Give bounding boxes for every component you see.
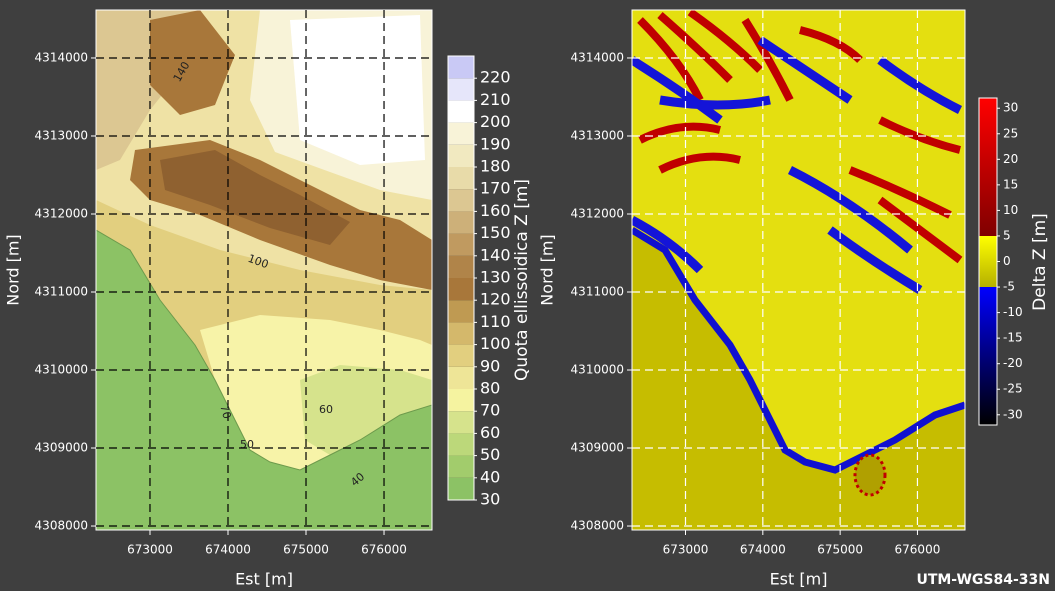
- colorbar-tick-label: 220: [480, 68, 511, 87]
- colorbar-tick-label: -25: [1003, 382, 1023, 396]
- y-tick-label: 4310000: [35, 363, 88, 377]
- colorbar-band: [448, 477, 474, 500]
- colorbar-band: [448, 122, 474, 145]
- x-axis-label: Est [m]: [235, 570, 293, 589]
- colorbar-tick-label: 60: [480, 423, 500, 442]
- colorbar-tick-label: 200: [480, 112, 511, 131]
- colorbar-tick-label: 150: [480, 223, 511, 242]
- contour-label: 60: [319, 403, 333, 416]
- colorbar-tick-label: 10: [1003, 203, 1018, 217]
- footer: UTM-WGS84-33N: [916, 572, 1050, 588]
- colorbar-tick-label: -20: [1003, 356, 1023, 370]
- x-tick-label: 674000: [205, 543, 251, 557]
- colorbar-band: [448, 211, 474, 234]
- colorbar-band: [448, 56, 474, 79]
- y-tick-label: 4308000: [35, 519, 88, 533]
- colorbar-tick-label: 50: [480, 445, 500, 464]
- y-axis-label: Nord [m]: [4, 234, 23, 305]
- x-axis-label: Est [m]: [770, 570, 828, 589]
- colorbar-band: [448, 233, 474, 256]
- contour-label: 70: [217, 403, 233, 420]
- x-tick-label: 673000: [127, 543, 173, 557]
- colorbar-tick-label: 180: [480, 157, 511, 176]
- y-tick-label: 4313000: [35, 128, 88, 142]
- plot-frame: [95, 9, 433, 531]
- delta-map: [632, 10, 965, 530]
- colorbar-band: [448, 389, 474, 412]
- y-axis-label: Nord [m]: [538, 234, 557, 305]
- colorbar-tick-label: 20: [1003, 152, 1018, 166]
- x-tick-label: 674000: [740, 543, 786, 557]
- plot-frame: [631, 9, 966, 531]
- colorbar-label: Quota ellissoidica Z [m]: [512, 179, 532, 381]
- y-tick-label: 4311000: [35, 284, 88, 298]
- colorbar-band: [448, 322, 474, 345]
- colorbar-tick-label: -10: [1003, 305, 1023, 319]
- x-tick-label: 676000: [361, 543, 407, 557]
- colorbar-tick-label: 100: [480, 334, 511, 353]
- colorbar-band: [448, 411, 474, 434]
- x-tick-label: 675000: [283, 543, 329, 557]
- colorbar-band: [448, 167, 474, 190]
- colorbar-tick-label: 190: [480, 134, 511, 153]
- y-tick-label: 4313000: [571, 128, 624, 142]
- colorbar-tick-label: 40: [480, 467, 500, 486]
- colorbar-band: [448, 433, 474, 456]
- colorbar-band: [448, 255, 474, 278]
- y-tick-label: 4309000: [35, 441, 88, 455]
- colorbar-tick-label: 80: [480, 379, 500, 398]
- colorbar-tick-label: 120: [480, 290, 511, 309]
- contour-label: 50: [240, 438, 254, 451]
- colorbar-tick-label: 5: [1003, 228, 1011, 242]
- colorbar-band: [448, 300, 474, 323]
- x-tick-label: 673000: [663, 543, 709, 557]
- colorbar: [979, 98, 997, 425]
- colorbar-label: Delta Z [m]: [1030, 213, 1050, 311]
- colorbar-tick-label: 130: [480, 268, 511, 287]
- colorbar-tick-label: 140: [480, 245, 511, 264]
- y-tick-label: 4312000: [35, 206, 88, 220]
- x-tick-label: 676000: [895, 543, 941, 557]
- colorbar-tick-label: 110: [480, 312, 511, 331]
- y-tick-label: 4308000: [571, 519, 624, 533]
- colorbar-tick-label: 30: [1003, 101, 1018, 115]
- colorbar-tick-label: 170: [480, 179, 511, 198]
- colorbar-tick-label: 160: [480, 201, 511, 220]
- x-tick-label: 675000: [817, 543, 863, 557]
- colorbar-band: [448, 455, 474, 478]
- y-tick-label: 4310000: [571, 363, 624, 377]
- y-tick-label: 4314000: [35, 50, 88, 64]
- colorbar-tick-label: 90: [480, 356, 500, 375]
- colorbar-tick-label: 15: [1003, 177, 1018, 191]
- colorbar-band: [448, 278, 474, 301]
- colorbar-band: [448, 366, 474, 389]
- colorbar-band: [448, 344, 474, 367]
- colorbar-band: [448, 78, 474, 101]
- colorbar-tick-label: -30: [1003, 407, 1023, 421]
- y-tick-label: 4309000: [571, 441, 624, 455]
- y-tick-label: 4311000: [571, 284, 624, 298]
- y-tick-label: 4314000: [571, 50, 624, 64]
- colorbar-tick-label: 210: [480, 90, 511, 109]
- colorbar-tick-label: 30: [480, 490, 500, 509]
- colorbar-tick-label: 70: [480, 401, 500, 420]
- colorbar-tick-label: 25: [1003, 126, 1018, 140]
- colorbar-tick-label: -5: [1003, 280, 1015, 294]
- y-tick-label: 4312000: [571, 206, 624, 220]
- colorbar-band: [448, 144, 474, 167]
- elevation-map: [96, 10, 432, 530]
- colorbar-band: [448, 189, 474, 212]
- colorbar-tick-label: 0: [1003, 254, 1011, 268]
- colorbar-tick-label: -15: [1003, 331, 1023, 345]
- colorbar-band: [448, 100, 474, 123]
